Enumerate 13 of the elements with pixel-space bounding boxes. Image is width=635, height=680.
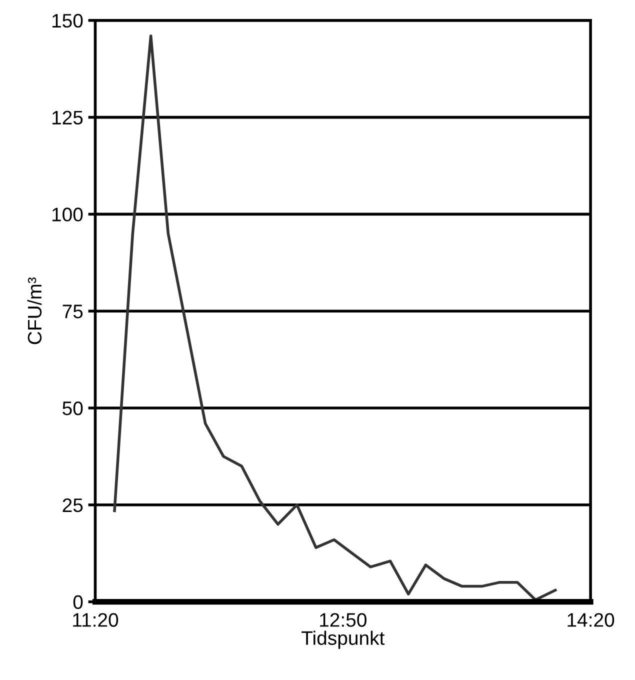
y-tick-label: 0 — [73, 595, 83, 610]
line-series — [113, 34, 557, 602]
x-tick-label: 12:50 — [320, 613, 366, 627]
y-tick-label: 75 — [62, 304, 83, 318]
y-tick-label: 100 — [52, 208, 83, 222]
x-tick-label: 11:20 — [73, 613, 118, 627]
y-tick-label: 125 — [52, 110, 83, 125]
y-tick-label: 150 — [52, 14, 83, 28]
x-tick-label: 14:20 — [568, 613, 614, 627]
y-tick-label: 50 — [62, 401, 83, 416]
y-axis-title: CFU/m³ — [27, 277, 42, 344]
x-axis-title: Tidspunkt — [302, 630, 385, 649]
y-tick-label: 25 — [62, 498, 83, 512]
